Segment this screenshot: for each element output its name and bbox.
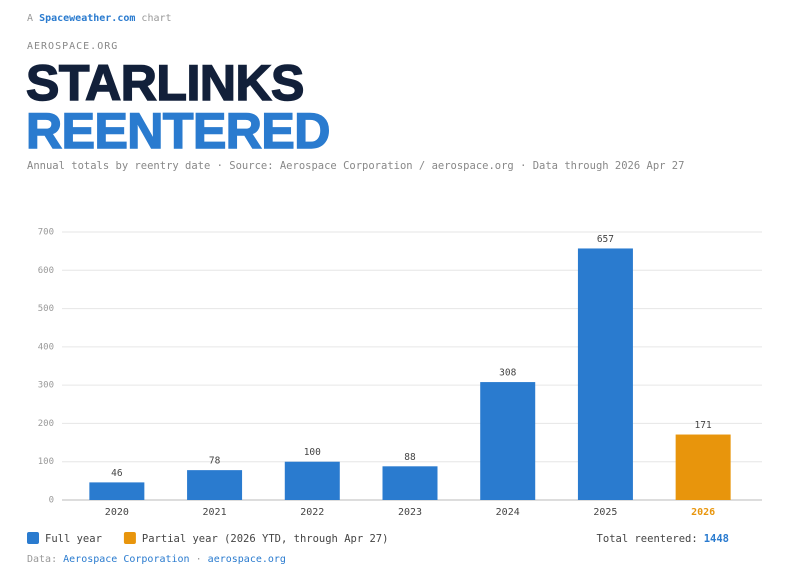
legend-label: Partial year (2026 YTD, through Apr 27) (142, 533, 389, 545)
total-value: 1448 (704, 533, 729, 545)
credit-suffix: chart (141, 13, 172, 24)
credit-prefix: A (27, 13, 34, 24)
value-label: 100 (304, 447, 321, 458)
footer-source[interactable]: Aerospace Corporation (63, 554, 190, 565)
value-label: 308 (499, 368, 516, 379)
x-tick-label: 2023 (398, 507, 422, 518)
y-tick-label: 200 (38, 419, 54, 429)
value-label: 171 (695, 420, 712, 431)
legend-swatch (27, 532, 39, 544)
y-tick-label: 400 (38, 342, 54, 352)
footer-site[interactable]: aerospace.org (207, 554, 286, 565)
value-label: 46 (111, 468, 123, 479)
source-tag: AEROSPACE.ORG (27, 41, 119, 52)
value-label: 657 (597, 234, 614, 245)
x-tick-label: 2026 (691, 507, 715, 518)
y-tick-label: 300 (38, 381, 54, 391)
footer-label: Data: (27, 554, 58, 565)
total-label: Total reentered: (597, 533, 698, 545)
title-line-2: REENTERED (25, 103, 331, 159)
footer-separator: · (195, 554, 202, 565)
bar (187, 470, 243, 500)
value-label: 78 (209, 456, 221, 467)
bar (382, 466, 438, 500)
bar (480, 382, 536, 500)
bar (577, 248, 633, 500)
y-tick-label: 700 (38, 228, 54, 238)
bar (284, 461, 340, 500)
y-tick-label: 100 (38, 457, 54, 467)
title-line-1: STARLINKS (25, 55, 305, 111)
subtitle: Annual totals by reentry date · Source: … (27, 160, 685, 172)
legend-swatch (123, 532, 136, 544)
footer: Data: Aerospace Corporation · aerospace.… (27, 554, 286, 565)
x-tick-label: 2025 (593, 507, 617, 518)
y-tick-label: 0 (49, 496, 54, 506)
x-tick-label: 2021 (203, 507, 227, 518)
x-tick-label: 2022 (300, 507, 324, 518)
bar (89, 482, 145, 500)
x-tick-label: 2020 (105, 507, 129, 518)
credit-line: A Spaceweather.com chart (27, 13, 172, 24)
brand-link[interactable]: Spaceweather.com (39, 13, 136, 24)
y-tick-label: 600 (38, 266, 54, 276)
x-tick-label: 2024 (496, 507, 520, 518)
value-label: 88 (404, 452, 416, 463)
y-tick-label: 500 (38, 304, 54, 314)
legend-label: Full year (45, 533, 102, 545)
bar (675, 434, 731, 500)
